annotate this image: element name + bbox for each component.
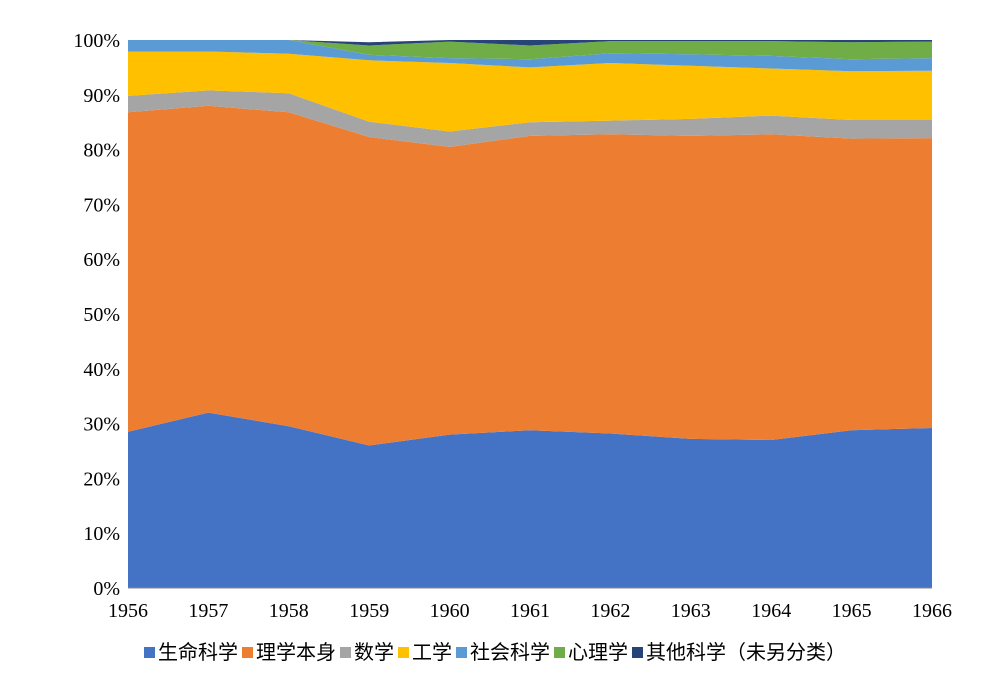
y-tick-label: 10% (83, 523, 120, 545)
y-tick-label: 90% (83, 85, 120, 107)
y-tick-label: 0% (93, 578, 120, 600)
legend-swatch (340, 647, 351, 658)
legend-label: 其他科学（未另分类） (646, 640, 846, 664)
legend-swatch (554, 647, 565, 658)
legend-label: 社会科学 (470, 640, 550, 664)
x-tick-label: 1962 (590, 600, 630, 622)
y-tick-label: 20% (83, 468, 120, 490)
area-series-0 (128, 412, 932, 588)
chart-legend: 生命科学 理学本身 数学 工学 社会科学 心理学 其他科学（未另分类） (0, 636, 990, 665)
legend-swatch (144, 647, 155, 658)
legend-swatch (632, 647, 643, 658)
x-tick-label: 1964 (751, 600, 791, 622)
x-tick-label: 1960 (430, 600, 470, 622)
area-series-2 (128, 90, 932, 147)
legend-item: 其他科学（未另分类） (632, 636, 846, 665)
y-tick-label: 70% (83, 194, 120, 216)
x-tick-label: 1958 (269, 600, 309, 622)
area-series-3 (128, 51, 932, 132)
x-axis-ticks: 1956 1957 1958 1959 1960 1961 1962 1963 1964 1965… (108, 600, 952, 622)
y-axis-ticks: 0% 10% 20% 30% 40% 50% 60% 70% 80% 90% 100% (73, 30, 120, 600)
legend-item: 生命科学 (144, 636, 238, 665)
area-series-5 (128, 40, 932, 60)
legend-item: 社会科学 (456, 636, 550, 665)
legend-swatch (242, 647, 253, 658)
y-tick-label: 100% (73, 30, 120, 52)
area-series-4 (128, 40, 932, 72)
legend-label: 生命科学 (158, 640, 238, 664)
area-series-group (128, 40, 932, 588)
x-tick-label: 1965 (832, 600, 872, 622)
y-tick-label: 60% (83, 249, 120, 271)
stacked-area-chart: 0%10%20%30%40%50%60%70%80%90%100% 1956 19… (73, 30, 952, 622)
y-tick-label: 30% (83, 414, 120, 436)
legend-swatch (398, 647, 409, 658)
x-tick-label: 1959 (349, 600, 389, 622)
legend-label: 心理学 (568, 640, 628, 664)
x-tick-label: 1961 (510, 600, 550, 622)
legend-item: 心理学 (554, 636, 628, 665)
legend-item: 理学本身 (242, 636, 336, 665)
legend-label: 数学 (354, 640, 394, 664)
y-tick-label: 40% (83, 359, 120, 381)
x-tick-label: 1957 (188, 600, 228, 622)
legend-item: 数学 (340, 636, 394, 665)
area-series-1 (128, 105, 932, 446)
x-tick-label: 1956 (108, 600, 148, 622)
x-tick-label: 1966 (912, 600, 952, 622)
area-series-6 (128, 40, 932, 46)
legend-item: 工学 (398, 636, 452, 665)
y-tick-label: 50% (83, 304, 120, 326)
legend-label: 工学 (412, 640, 452, 664)
x-tick-label: 1963 (671, 600, 711, 622)
y-tick-label: 80% (83, 140, 120, 162)
legend-label: 理学本身 (256, 640, 336, 664)
legend-swatch (456, 647, 467, 658)
